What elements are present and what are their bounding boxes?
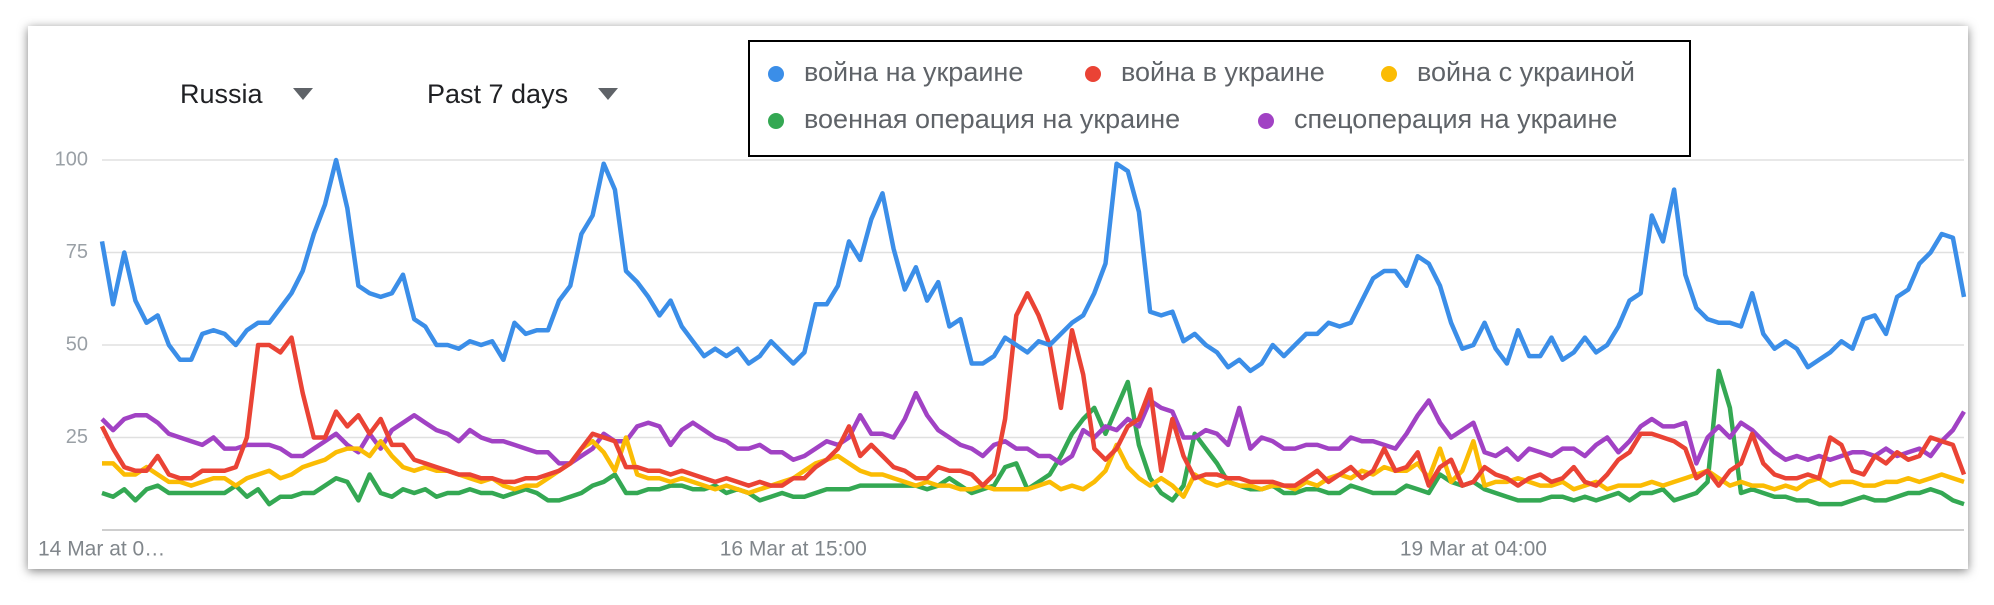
dropdown-arrow xyxy=(293,88,313,100)
x-tick-label: 19 Mar at 04:00 xyxy=(1400,538,1547,561)
region-label: Russia xyxy=(180,79,264,109)
legend-swatch xyxy=(1258,113,1274,129)
series-line xyxy=(99,290,1967,488)
legend-label: война в украине xyxy=(1121,57,1325,87)
legend-swatch xyxy=(1085,66,1101,82)
series-line xyxy=(99,157,1967,374)
legend-label: спецоперация на украине xyxy=(1294,104,1617,134)
y-tick-label: 50 xyxy=(66,333,88,355)
region-dropdown[interactable]: Russia xyxy=(180,79,313,109)
dropdown-arrow xyxy=(598,88,618,100)
series-line xyxy=(100,390,1966,466)
x-tick-label: 14 Mar at 0… xyxy=(38,538,165,561)
legend-box xyxy=(748,40,1691,157)
period-dropdown[interactable]: Past 7 days xyxy=(427,79,618,109)
legend-swatch xyxy=(1381,66,1397,82)
x-tick-label: 16 Mar at 15:00 xyxy=(720,538,867,561)
y-tick-label: 100 xyxy=(55,148,88,170)
legend-swatch xyxy=(768,66,784,82)
y-tick-label: 25 xyxy=(66,426,88,448)
period-label: Past 7 days xyxy=(427,79,568,109)
legend-label: война с украиной xyxy=(1417,57,1635,87)
legend-swatch xyxy=(768,113,784,129)
legend-label: военная операция на украине xyxy=(804,104,1180,134)
legend-label: война на украине xyxy=(804,57,1023,87)
y-tick-label: 75 xyxy=(66,241,88,263)
series-line xyxy=(102,435,1965,499)
